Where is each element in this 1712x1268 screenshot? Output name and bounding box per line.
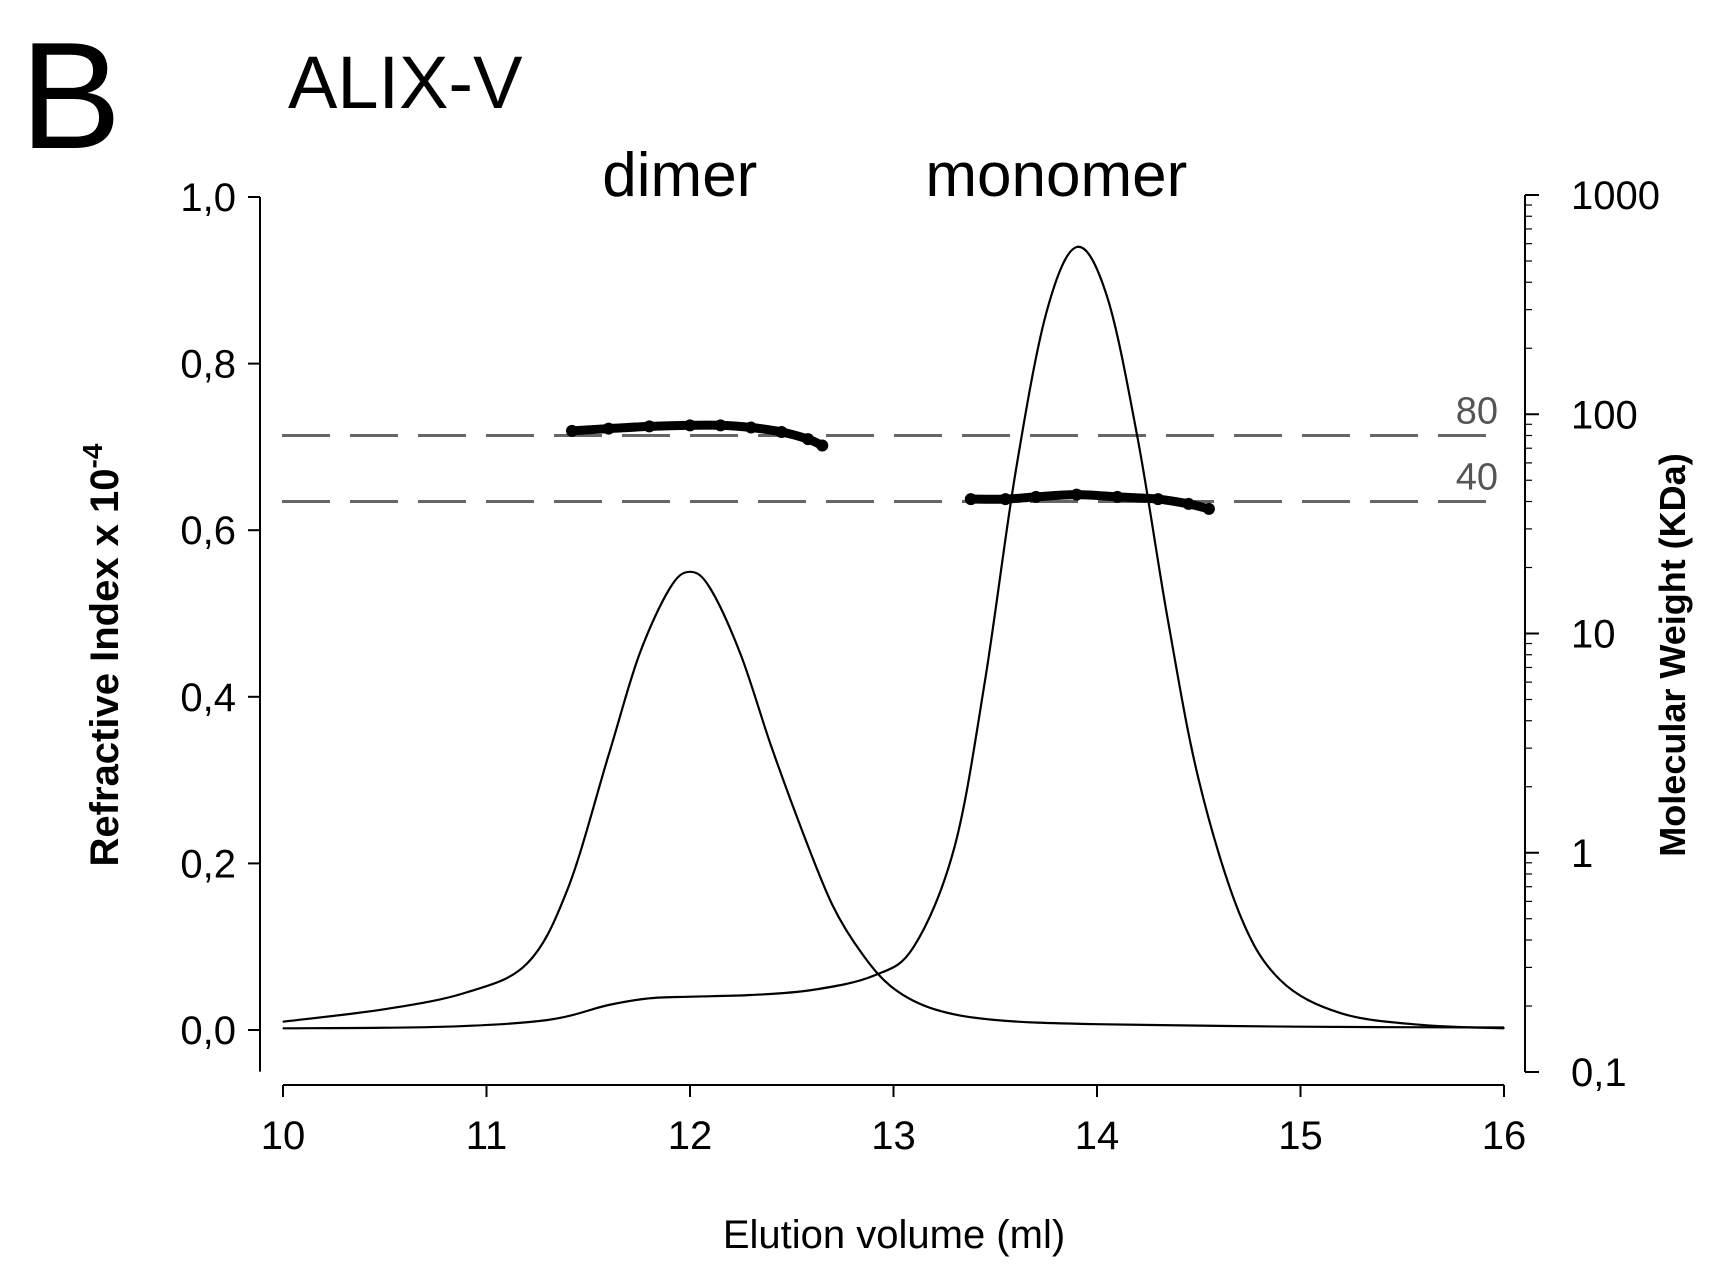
ri-point — [546, 1019, 549, 1021]
y-axis-left-title-exponent: -4 — [77, 443, 108, 468]
y-left-tick-label: 1,0 — [180, 176, 236, 220]
x-axis-title: Elution volume (ml) — [723, 1213, 1065, 1257]
ri-point — [638, 654, 640, 656]
ri-point — [1137, 437, 1139, 440]
x-tick-label: 13 — [871, 1114, 916, 1158]
ri-point — [1167, 621, 1169, 623]
ri-point — [709, 587, 711, 590]
plot-layer: 10 11 12 13 14 15 16 0,0 0,2 0,4 0,6 0,8 1,0 0,1 1 10 10… — [180, 141, 1660, 1158]
x-tick-label: 15 — [1278, 1114, 1323, 1158]
ri-point — [831, 904, 834, 906]
ri-point — [608, 1004, 610, 1006]
ri-point — [801, 829, 803, 831]
ri-point — [648, 997, 650, 999]
panel-letter: B — [20, 11, 121, 181]
ri-point — [465, 991, 467, 994]
ri-point — [1096, 1023, 1098, 1025]
y-left-tick-label: 0,6 — [180, 509, 236, 553]
mw-point — [602, 422, 615, 435]
ri-point — [1340, 1012, 1342, 1014]
ri-point — [567, 887, 569, 889]
mw-point — [1202, 502, 1215, 515]
ri-point — [770, 746, 773, 748]
ri-point — [1238, 912, 1241, 914]
mw-point — [745, 421, 758, 434]
y-right-tick-label: 0,1 — [1571, 1051, 1627, 1095]
mw-point — [802, 433, 815, 446]
mw-point — [816, 439, 829, 452]
mw-point — [775, 425, 788, 438]
mw-point — [1029, 490, 1042, 503]
mw-point — [999, 493, 1012, 506]
y-right-tick-label: 100 — [1571, 393, 1638, 437]
ri-trace-0 — [282, 570, 1505, 1029]
ri-point — [669, 587, 671, 590]
chart-title: ALIX-V — [288, 41, 523, 124]
peak-label-dimer: dimer — [602, 141, 757, 210]
ri-point — [994, 1019, 996, 1021]
ri-point — [445, 1026, 447, 1028]
y-axis-left-title: Refractive Index x 10-4 — [77, 443, 127, 866]
ri-point — [1106, 296, 1108, 298]
y-right-tick-label: 10 — [1571, 613, 1616, 657]
ri-point — [740, 654, 742, 656]
x-tick-label: 11 — [466, 1114, 508, 1158]
ri-point — [1503, 1027, 1505, 1029]
ri-point — [862, 954, 864, 956]
mw-point — [1152, 493, 1165, 506]
peak-label-monomer: monomer — [925, 141, 1187, 210]
mw-point — [1182, 497, 1195, 510]
y-right-tick-label: 1000 — [1571, 174, 1660, 218]
ri-point — [984, 679, 986, 681]
reference-line-label-40: 40 — [1456, 456, 1498, 498]
ri-point — [1299, 1026, 1302, 1028]
ri-point — [608, 754, 610, 756]
ri-point — [1279, 979, 1281, 981]
y-left-tick-label: 0,8 — [180, 343, 236, 387]
mw-point — [964, 493, 977, 506]
ri-point — [953, 846, 956, 848]
ri-point — [892, 987, 895, 989]
ri-point — [933, 1008, 935, 1010]
y-right-tick-label: 1 — [1571, 832, 1593, 876]
x-tick-label: 12 — [668, 1114, 713, 1158]
mw-point — [565, 424, 578, 437]
mw-point — [714, 419, 727, 432]
ri-point — [282, 1027, 284, 1029]
ri-point — [1045, 313, 1047, 315]
ri-point — [913, 946, 915, 948]
ri-point — [1198, 779, 1200, 781]
x-tick-label: 10 — [261, 1114, 306, 1158]
y-axis-left-title-main: Refractive Index x 10 — [83, 468, 127, 866]
y-axis-right-title: Molecular Weight (KDa) — [1652, 453, 1693, 856]
y-left-tick-label: 0,2 — [180, 842, 236, 886]
ri-point — [282, 1021, 284, 1023]
ri-point — [689, 571, 691, 573]
ri-point — [689, 996, 691, 998]
y-left-tick-label: 0,4 — [180, 676, 236, 720]
mw-point — [643, 420, 656, 433]
ri-trace-1 — [282, 245, 1505, 1030]
y-left-tick-label: 0,0 — [180, 1009, 236, 1053]
ri-point — [1076, 246, 1078, 248]
x-tick-label: 16 — [1482, 1114, 1527, 1158]
x-tick-label: 14 — [1075, 1114, 1120, 1158]
mw-point — [1111, 490, 1124, 503]
ri-point — [750, 994, 752, 996]
ri-point — [811, 989, 813, 991]
ri-point — [1422, 1024, 1424, 1026]
ri-point — [1015, 471, 1017, 473]
ri-point — [872, 975, 874, 977]
ri-point — [526, 962, 528, 964]
ri-point — [384, 1008, 386, 1010]
mw-point — [684, 419, 696, 432]
mw-point — [1070, 488, 1083, 501]
reference-line-label-80: 80 — [1456, 390, 1498, 432]
